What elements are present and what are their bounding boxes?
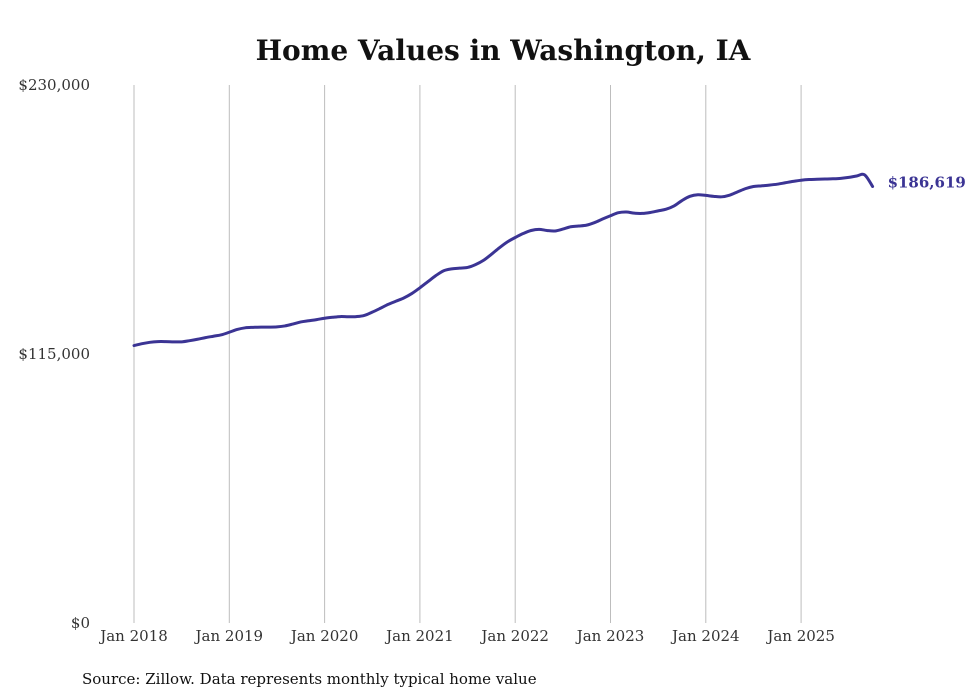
x-tick-label: Jan 2019 (194, 627, 264, 645)
x-tick-label: Jan 2025 (765, 627, 835, 645)
gridlines (133, 85, 802, 623)
x-axis-ticks: Jan 2018 Jan 2019 Jan 2020 Jan 2021 Jan 2022… (98, 627, 835, 645)
x-tick-label: Jan 2024 (670, 627, 740, 645)
x-tick-label: Jan 2018 (98, 627, 168, 645)
y-tick-label: $115,000 (18, 345, 90, 363)
x-tick-label: Jan 2020 (289, 627, 359, 645)
series-line-home-values (132, 172, 875, 348)
y-axis-ticks: $0 $115,000 $230,000 (18, 76, 90, 632)
chart-title: Home Values in Washington, IA (256, 34, 752, 67)
y-tick-label: $230,000 (18, 76, 90, 94)
source-note: Source: Zillow. Data represents monthly … (82, 670, 537, 688)
y-tick-label: $0 (71, 614, 90, 632)
end-value-label: $186,619 (888, 173, 966, 191)
x-tick-label: Jan 2023 (575, 627, 645, 645)
x-tick-label: Jan 2022 (479, 627, 549, 645)
x-tick-label: Jan 2021 (384, 627, 454, 645)
